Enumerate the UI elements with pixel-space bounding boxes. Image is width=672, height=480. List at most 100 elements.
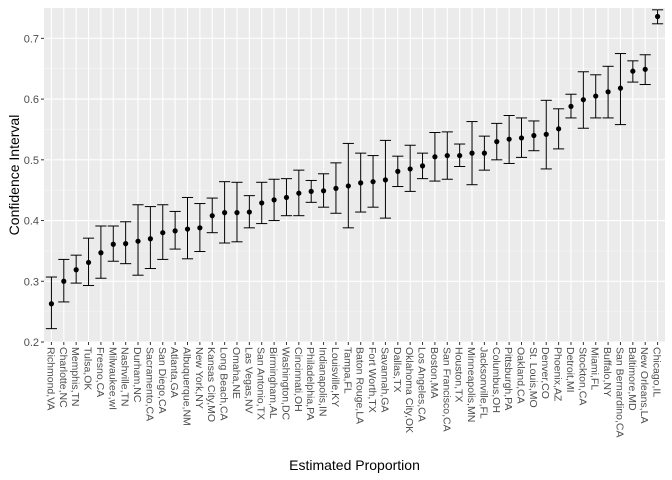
x-tick-label: Pittsburgh,PA — [502, 347, 514, 410]
data-point-group — [194, 203, 206, 253]
data-point-group — [231, 181, 243, 243]
x-tick-label: Kansas City,MO — [205, 347, 217, 422]
estimate-point — [271, 197, 277, 203]
data-point-group — [553, 108, 565, 150]
data-point-group — [243, 195, 255, 229]
x-tick-label: Denver,CO — [539, 347, 551, 399]
estimate-point — [197, 225, 203, 231]
estimate-point — [506, 136, 512, 142]
y-tick-label: 0.4 — [24, 216, 39, 228]
data-point-group — [515, 117, 528, 158]
x-tick-label: Baton Rouge,LA — [354, 347, 366, 424]
data-point-group — [268, 178, 280, 222]
estimate-point — [123, 241, 129, 247]
x-tick-label: Minneapolis,MN — [465, 347, 477, 422]
data-point-group — [367, 155, 379, 208]
estimate-point — [135, 238, 141, 244]
data-point-group — [466, 121, 478, 186]
x-tick-label: New York,NY — [193, 347, 205, 409]
x-tick-label: Boston,MA — [428, 347, 440, 398]
x-tick-label: Detroit,MI — [564, 347, 576, 393]
x-tick-label: Las Vegas,NV — [242, 347, 254, 414]
plot-panel — [44, 8, 665, 342]
data-point-group — [577, 71, 589, 129]
x-tick-label: Baltimore,MD — [626, 347, 638, 411]
estimate-point — [283, 194, 290, 201]
estimate-point — [395, 168, 401, 174]
estimate-point — [160, 230, 166, 236]
data-point-group — [602, 65, 614, 119]
estimate-point — [333, 185, 339, 191]
x-tick-label: Louisville,KY — [329, 347, 341, 407]
data-point-group — [454, 143, 466, 167]
minor-gridlines — [44, 68, 665, 312]
estimate-point — [605, 89, 611, 95]
data-point-group — [565, 93, 577, 119]
data-point-group — [107, 225, 119, 262]
estimate-point — [543, 131, 549, 137]
data-point-group — [132, 204, 144, 276]
data-marks — [45, 9, 664, 330]
x-tick-label: Tampa,FL — [341, 347, 353, 394]
x-tick-label: Fresno,CA — [94, 347, 106, 397]
estimate-point — [518, 135, 525, 141]
estimate-point — [630, 68, 636, 74]
data-point-group — [627, 60, 639, 83]
data-point-group — [478, 135, 490, 171]
data-point-group — [355, 152, 367, 213]
data-point-group — [280, 178, 293, 217]
y-axis-title: Confidence Interval — [6, 115, 22, 236]
x-tick-label: Oakland,CA — [515, 347, 527, 404]
data-point-group — [318, 173, 330, 208]
estimate-point — [494, 139, 500, 145]
data-point-group — [120, 221, 132, 265]
estimate-point — [370, 179, 376, 185]
x-tick-label: Omaha,NE — [230, 347, 242, 399]
data-point-group — [305, 179, 317, 203]
x-tick-label: Durham,NC — [131, 347, 143, 403]
estimate-point — [580, 97, 586, 103]
x-tick-label: San Bernardino,CA — [613, 347, 625, 437]
estimate-point — [234, 210, 240, 216]
data-point-group — [45, 276, 57, 330]
x-tick-label: New Orleans,LA — [638, 347, 650, 423]
x-tick-label: Sacramento,CA — [143, 347, 155, 421]
estimate-point — [568, 103, 574, 109]
y-tick-label: 0.7 — [24, 33, 39, 45]
data-point-group — [528, 120, 540, 152]
data-point-group — [404, 144, 416, 192]
x-tick-label: Fort Worth,TX — [366, 347, 378, 413]
data-point-group — [503, 114, 515, 164]
x-tick-label: Jacksonville,FL — [477, 347, 489, 419]
estimate-point — [419, 163, 426, 169]
x-tick-label: Los Angeles,CA — [416, 347, 428, 422]
x-tick-label: Memphis,TN — [69, 347, 81, 407]
x-tick-label: Oklahoma City,OK — [403, 347, 415, 433]
y-axis-ticks: 0.2 0.3 0.4 0.5 0.6 0.7 — [24, 33, 44, 349]
estimate-point — [209, 213, 215, 219]
data-point-group — [330, 162, 342, 214]
estimate-point — [481, 150, 487, 156]
x-tick-label: Long Beach,CA — [218, 347, 230, 421]
estimate-point — [184, 226, 191, 232]
data-point-group — [639, 54, 651, 86]
data-point-group — [219, 181, 231, 244]
data-point-group — [429, 131, 441, 182]
data-point-group — [181, 196, 194, 260]
x-tick-label: Phoenix,AZ — [552, 347, 564, 402]
data-point-group — [256, 181, 268, 225]
x-tick-label: Dallas,TX — [391, 347, 403, 393]
data-point-group — [206, 197, 218, 234]
x-tick-label: Richmond,VA — [44, 347, 56, 410]
estimate-point — [345, 183, 351, 189]
estimate-point — [469, 150, 475, 156]
data-point-group — [169, 210, 181, 250]
x-tick-label: San Antonio,TX — [255, 347, 267, 420]
data-point-group — [491, 122, 503, 161]
x-tick-label: San Diego,CA — [156, 347, 168, 414]
x-tick-label: St. Louis,MO — [527, 347, 539, 408]
estimate-point — [246, 209, 252, 215]
x-tick-label: Washington,DC — [279, 347, 291, 421]
y-tick-label: 0.2 — [24, 337, 39, 349]
estimate-point — [172, 228, 178, 234]
